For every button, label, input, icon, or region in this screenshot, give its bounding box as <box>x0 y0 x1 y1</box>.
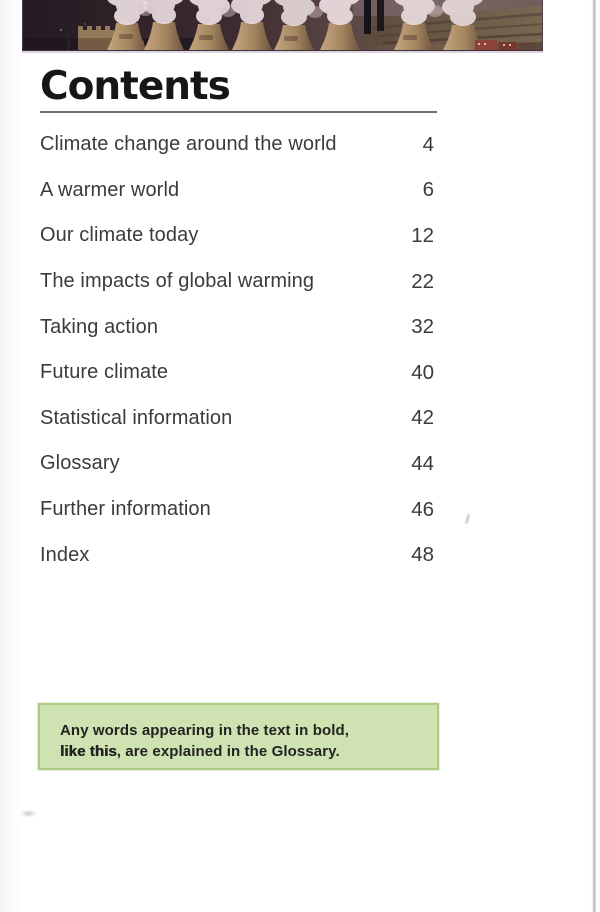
note-line1: Any words appearing in the text in bold, <box>60 722 350 739</box>
cooling-towers-photo-art <box>23 0 542 50</box>
page-title: Contents <box>40 64 231 109</box>
toc-list: Climate change around the world 4 A warm… <box>40 122 434 578</box>
toc-entry-page: 46 <box>411 497 434 521</box>
toc-entry-label: Further information <box>40 498 211 521</box>
toc-entry-page: 12 <box>411 223 434 247</box>
note-bold-phrase: like this <box>60 743 117 760</box>
toc-entry-page: 44 <box>411 451 434 475</box>
toc-row: Statistical information 42 <box>40 396 434 442</box>
toc-row: Climate change around the world 4 <box>40 122 434 168</box>
toc-entry-page: 32 <box>411 315 434 339</box>
scan-artifact-mark <box>464 513 471 525</box>
toc-row: The impacts of global warming 22 <box>40 259 434 305</box>
cooling-towers-photo <box>22 0 543 51</box>
toc-row: Glossary 44 <box>40 441 434 487</box>
toc-entry-page: 42 <box>411 406 434 430</box>
title-underline <box>40 111 437 113</box>
toc-entry-label: A warmer world <box>40 178 180 201</box>
note-line2-rest: , are explained in the Glossary. <box>116 743 340 760</box>
toc-entry-page: 40 <box>411 360 434 384</box>
toc-row: A warmer world 6 <box>40 168 434 214</box>
toc-entry-label: The impacts of global warming <box>40 270 315 293</box>
toc-entry-label: Climate change around the world <box>40 133 337 156</box>
toc-entry-label: Future climate <box>40 361 169 384</box>
toc-entry-page: 48 <box>411 543 434 567</box>
glossary-note-text: Any words appearing in the text in bold,… <box>40 705 437 762</box>
scan-smudge-mark <box>20 810 37 817</box>
toc-row: Our climate today 12 <box>40 213 434 259</box>
toc-entry-label: Our climate today <box>40 224 199 247</box>
toc-entry-label: Statistical information <box>40 406 233 429</box>
toc-row: Future climate 40 <box>40 350 434 396</box>
glossary-note-box: Any words appearing in the text in bold,… <box>38 703 439 770</box>
toc-entry-page: 22 <box>411 269 434 293</box>
toc-entry-label: Index <box>40 543 90 566</box>
page-edge-shadow <box>592 0 596 912</box>
toc-entry-label: Glossary <box>40 452 120 475</box>
toc-row: Further information 46 <box>40 487 434 533</box>
toc-entry-page: 4 <box>422 132 434 156</box>
toc-entry-page: 6 <box>422 178 434 202</box>
toc-entry-label: Taking action <box>40 315 159 338</box>
toc-row: Taking action 32 <box>40 304 434 350</box>
toc-row: Index 48 <box>40 532 434 578</box>
